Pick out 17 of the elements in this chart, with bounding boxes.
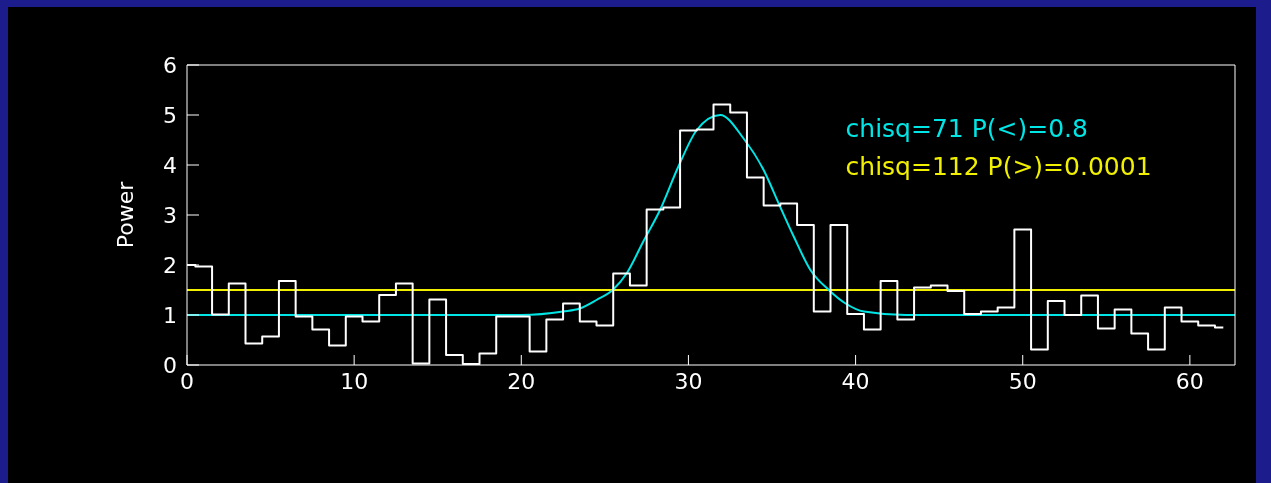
annotation: chisq=112 P(>)=0.0001 — [845, 152, 1152, 181]
y-tick-label: 2 — [163, 252, 177, 278]
x-tick-label: 20 — [507, 368, 536, 394]
y-tick-label: 0 — [163, 352, 177, 378]
y-axis-title: Power — [112, 181, 138, 249]
y-tick-label: 4 — [163, 152, 177, 178]
x-tick-label: 60 — [1175, 368, 1204, 394]
y-tick-label: 1 — [163, 302, 177, 328]
y-tick-label: 3 — [163, 202, 177, 228]
y-tick-label: 6 — [163, 52, 177, 78]
x-tick-label: 40 — [841, 368, 870, 394]
x-tick-label: 0 — [180, 368, 194, 394]
annotation: chisq=71 P(<)=0.8 — [845, 114, 1088, 143]
x-tick-label: 30 — [674, 368, 703, 394]
x-tick-label: 50 — [1008, 368, 1037, 394]
x-tick-label: 10 — [340, 368, 369, 394]
y-tick-label: 5 — [163, 102, 177, 128]
